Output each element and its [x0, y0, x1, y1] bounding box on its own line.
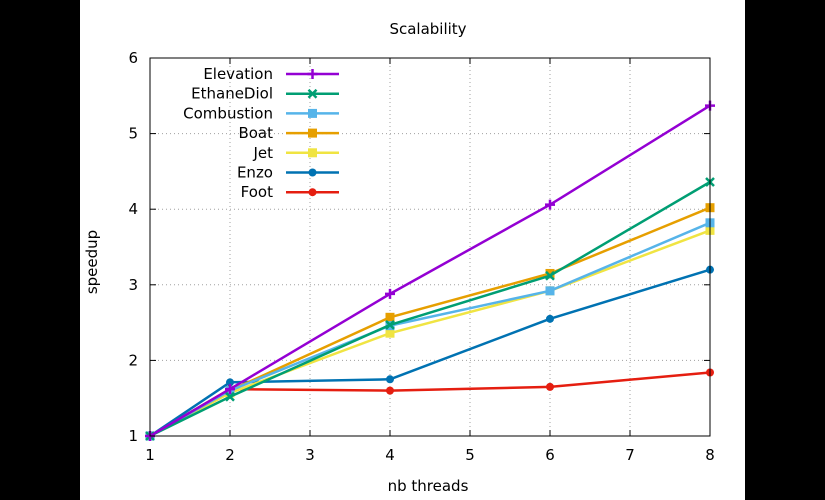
y-tick-label: 6: [128, 49, 138, 67]
series-line: [149, 268, 711, 438]
series-line: [149, 221, 711, 438]
data-point: [225, 384, 235, 395]
x-tick-label: 2: [225, 446, 235, 464]
series-enzo: [146, 265, 714, 440]
legend-marker: [308, 108, 317, 118]
legend-item-foot: Foot: [241, 183, 339, 201]
legend-item-boat: Boat: [238, 124, 339, 142]
series-line: [149, 104, 711, 438]
legend-marker: [307, 69, 318, 79]
series-line: [149, 180, 711, 438]
legend-item-combustion: Combustion: [183, 104, 339, 122]
data-point: [545, 270, 555, 281]
x-tick-label: 6: [545, 446, 555, 464]
data-point: [386, 375, 394, 384]
x-tick-label: 8: [705, 446, 715, 464]
legend-label: Jet: [252, 144, 273, 162]
data-point: [545, 268, 555, 278]
legend-label: Enzo: [237, 164, 273, 182]
series-ethanediol: [145, 177, 715, 441]
legend-marker: [307, 88, 318, 99]
x-tick-label: 1: [145, 446, 155, 464]
data-point: [385, 288, 395, 299]
y-tick-label: 1: [128, 427, 138, 445]
series-lines: [145, 100, 715, 441]
data-point: [386, 386, 394, 395]
plot-border: [149, 57, 711, 437]
legend-label: Elevation: [203, 65, 273, 83]
series-line: [149, 229, 711, 438]
legend-marker: [308, 188, 317, 197]
data-point: [385, 312, 395, 322]
x-axis-label: nb threads: [388, 477, 469, 495]
legend-marker: [308, 128, 317, 138]
legend-label: Foot: [241, 183, 273, 201]
x-tick-label: 7: [625, 446, 635, 464]
legend-marker: [308, 148, 317, 158]
x-tick-label: 3: [305, 446, 315, 464]
chart-title: Scalability: [389, 20, 466, 38]
y-tick-label: 5: [128, 125, 138, 143]
legend-marker: [308, 168, 317, 177]
grid-lines: [150, 58, 710, 436]
data-point: [226, 378, 234, 387]
y-tick-label: 2: [128, 351, 138, 369]
y-tick-label: 3: [128, 276, 138, 294]
x-tick-label: 5: [465, 446, 475, 464]
legend-label: Boat: [238, 124, 273, 142]
data-point: [545, 286, 555, 296]
data-point: [546, 382, 554, 391]
y-tick-label: 4: [128, 200, 138, 218]
y-axis-label: speedup: [83, 230, 101, 294]
data-point: [546, 314, 554, 323]
legend-label: Combustion: [183, 104, 273, 122]
legend-item-jet: Jet: [252, 144, 339, 162]
legend-item-ethanediol: EthaneDiol: [191, 85, 339, 103]
legend-item-elevation: Elevation: [203, 65, 339, 83]
data-point: [225, 391, 235, 402]
data-point: [545, 199, 555, 210]
data-point: [385, 319, 395, 330]
x-tick-label: 4: [385, 446, 395, 464]
legend-item-enzo: Enzo: [237, 164, 339, 182]
data-point: [385, 328, 395, 338]
legend-label: EthaneDiol: [191, 85, 273, 103]
series-combustion: [145, 218, 715, 441]
axis-ticks: 1 2 3 4 5 6 7 8 1 2 3 4 5 6: [128, 49, 714, 464]
